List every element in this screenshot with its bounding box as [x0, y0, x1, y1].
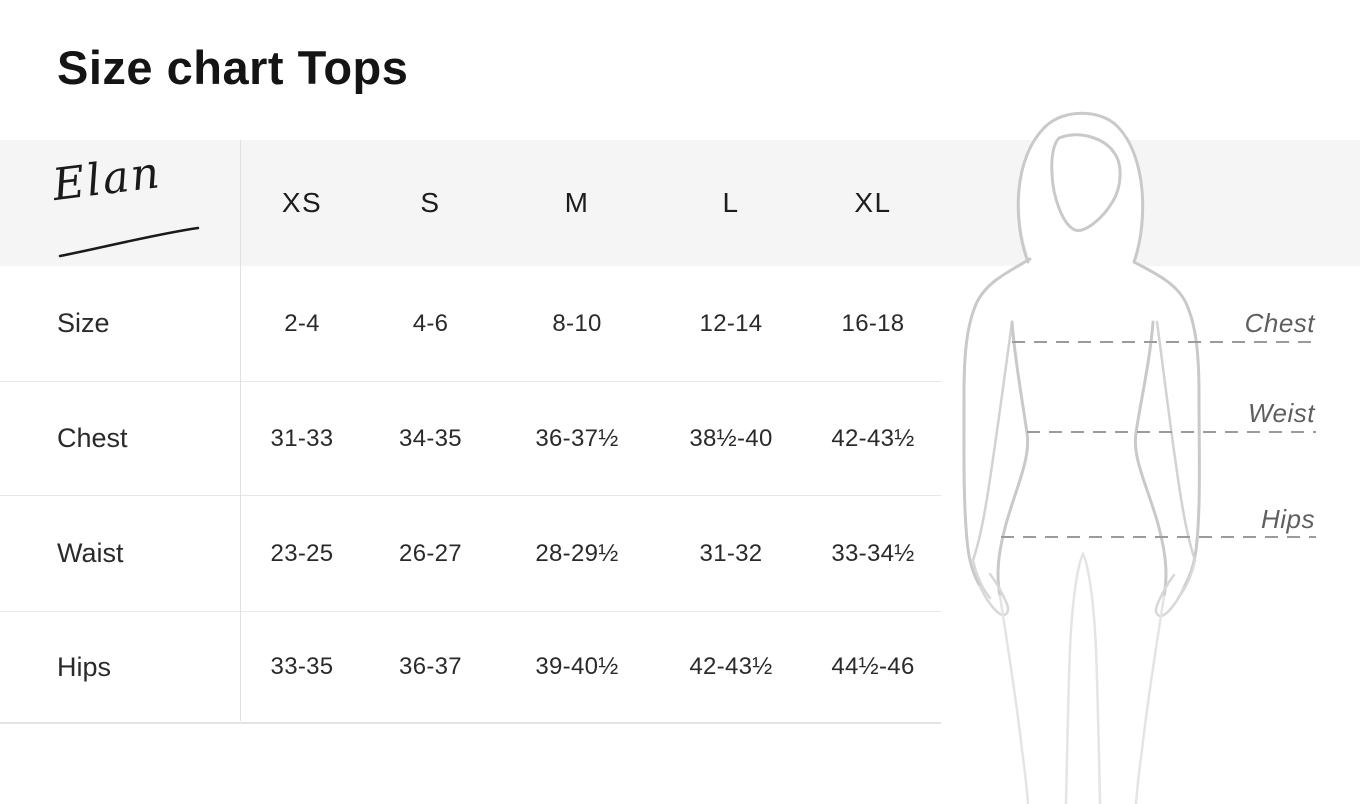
- cell-hips-xs: 33-35: [270, 653, 334, 680]
- cell-hips-s: 36-37: [399, 653, 462, 680]
- cell-chest-xl: 42-43½: [831, 424, 915, 452]
- cell-hips-l: 42-43½: [689, 653, 773, 680]
- table-row-size: Size 2-4 4-6 8-10 12-14 16-18: [0, 266, 941, 382]
- cell-chest-xs: 31-33: [270, 424, 334, 452]
- cell-size-xl: 16-18: [841, 309, 905, 337]
- cell-waist-l: 31-32: [699, 539, 763, 567]
- hips-measure-label: Hips: [1260, 504, 1315, 534]
- cell-chest-m: 36-37½: [535, 424, 619, 452]
- face-outline: [1050, 133, 1122, 232]
- cell-chest-l: 38½-40: [689, 424, 773, 452]
- cell-waist-m: 28-29½: [535, 539, 619, 567]
- left-leg-inner: [1064, 647, 1072, 804]
- cell-waist-s: 26-27: [399, 539, 462, 567]
- table-header-row: XS S M L XL: [0, 140, 941, 266]
- left-hand-finger: [971, 558, 992, 600]
- table-row-chest: Chest 31-33 34-35 36-37½ 38½-40 42-43½: [0, 382, 941, 496]
- cell-waist-xl: 33-34½: [831, 539, 915, 567]
- waist-measure-line: [1027, 431, 1316, 433]
- woman-figure-illustration: [962, 111, 1202, 804]
- column-header-l: L: [722, 187, 740, 218]
- row-label-size: Size: [57, 308, 110, 338]
- cell-hips-m: 39-40½: [535, 653, 619, 680]
- right-hand: [1154, 573, 1186, 618]
- chest-measure-line: [1012, 341, 1316, 343]
- chest-measure-label: Chest: [1244, 308, 1315, 338]
- inner-leg-crotch: [1068, 551, 1098, 651]
- row-label-waist: Waist: [57, 538, 124, 568]
- left-shoulder-arm: [962, 257, 1032, 588]
- cell-hips-xl: 44½-46: [831, 653, 915, 680]
- logo-underline-stroke: [58, 226, 200, 258]
- left-inner-arm: [971, 320, 1014, 562]
- right-leg-outer: [1134, 594, 1166, 804]
- left-leg-outer: [998, 594, 1030, 804]
- table-row-waist: Waist 23-25 26-27 28-29½ 31-32 33-34½: [0, 496, 941, 612]
- column-header-s: S: [420, 187, 441, 218]
- brand-logo: Elan: [50, 147, 206, 258]
- cell-chest-s: 34-35: [399, 424, 462, 452]
- right-hand-finger: [1176, 558, 1197, 600]
- row-label-chest: Chest: [57, 423, 128, 453]
- column-header-xl: XL: [854, 187, 892, 218]
- cell-waist-xs: 23-25: [270, 539, 334, 567]
- table-vertical-divider: [240, 140, 241, 721]
- waist-measure-label: Weist: [1247, 398, 1315, 428]
- right-shoulder-arm: [1132, 260, 1201, 589]
- page-title: Size chart Tops: [57, 41, 409, 94]
- cell-size-l: 12-14: [699, 309, 763, 337]
- row-label-hips: Hips: [57, 651, 112, 682]
- right-leg-inner: [1094, 647, 1102, 804]
- hair-outline: [1016, 111, 1145, 264]
- right-inner-arm: [1155, 320, 1197, 562]
- column-header-m: M: [564, 187, 590, 218]
- hips-measure-line: [1001, 536, 1316, 538]
- size-chart-table: XS S M L XL Size 2-4 4-6 8-10 12-14 16-1…: [0, 140, 941, 724]
- torso-right: [1133, 320, 1168, 598]
- torso-left: [996, 320, 1030, 598]
- cell-size-s: 4-6: [412, 309, 449, 337]
- left-hand: [978, 572, 1010, 617]
- cell-size-xs: 2-4: [284, 309, 320, 337]
- cell-size-m: 8-10: [552, 309, 602, 337]
- column-header-xs: XS: [281, 187, 323, 218]
- table-row-hips: Hips 33-35 36-37 39-40½ 42-43½ 44½-46: [0, 612, 941, 724]
